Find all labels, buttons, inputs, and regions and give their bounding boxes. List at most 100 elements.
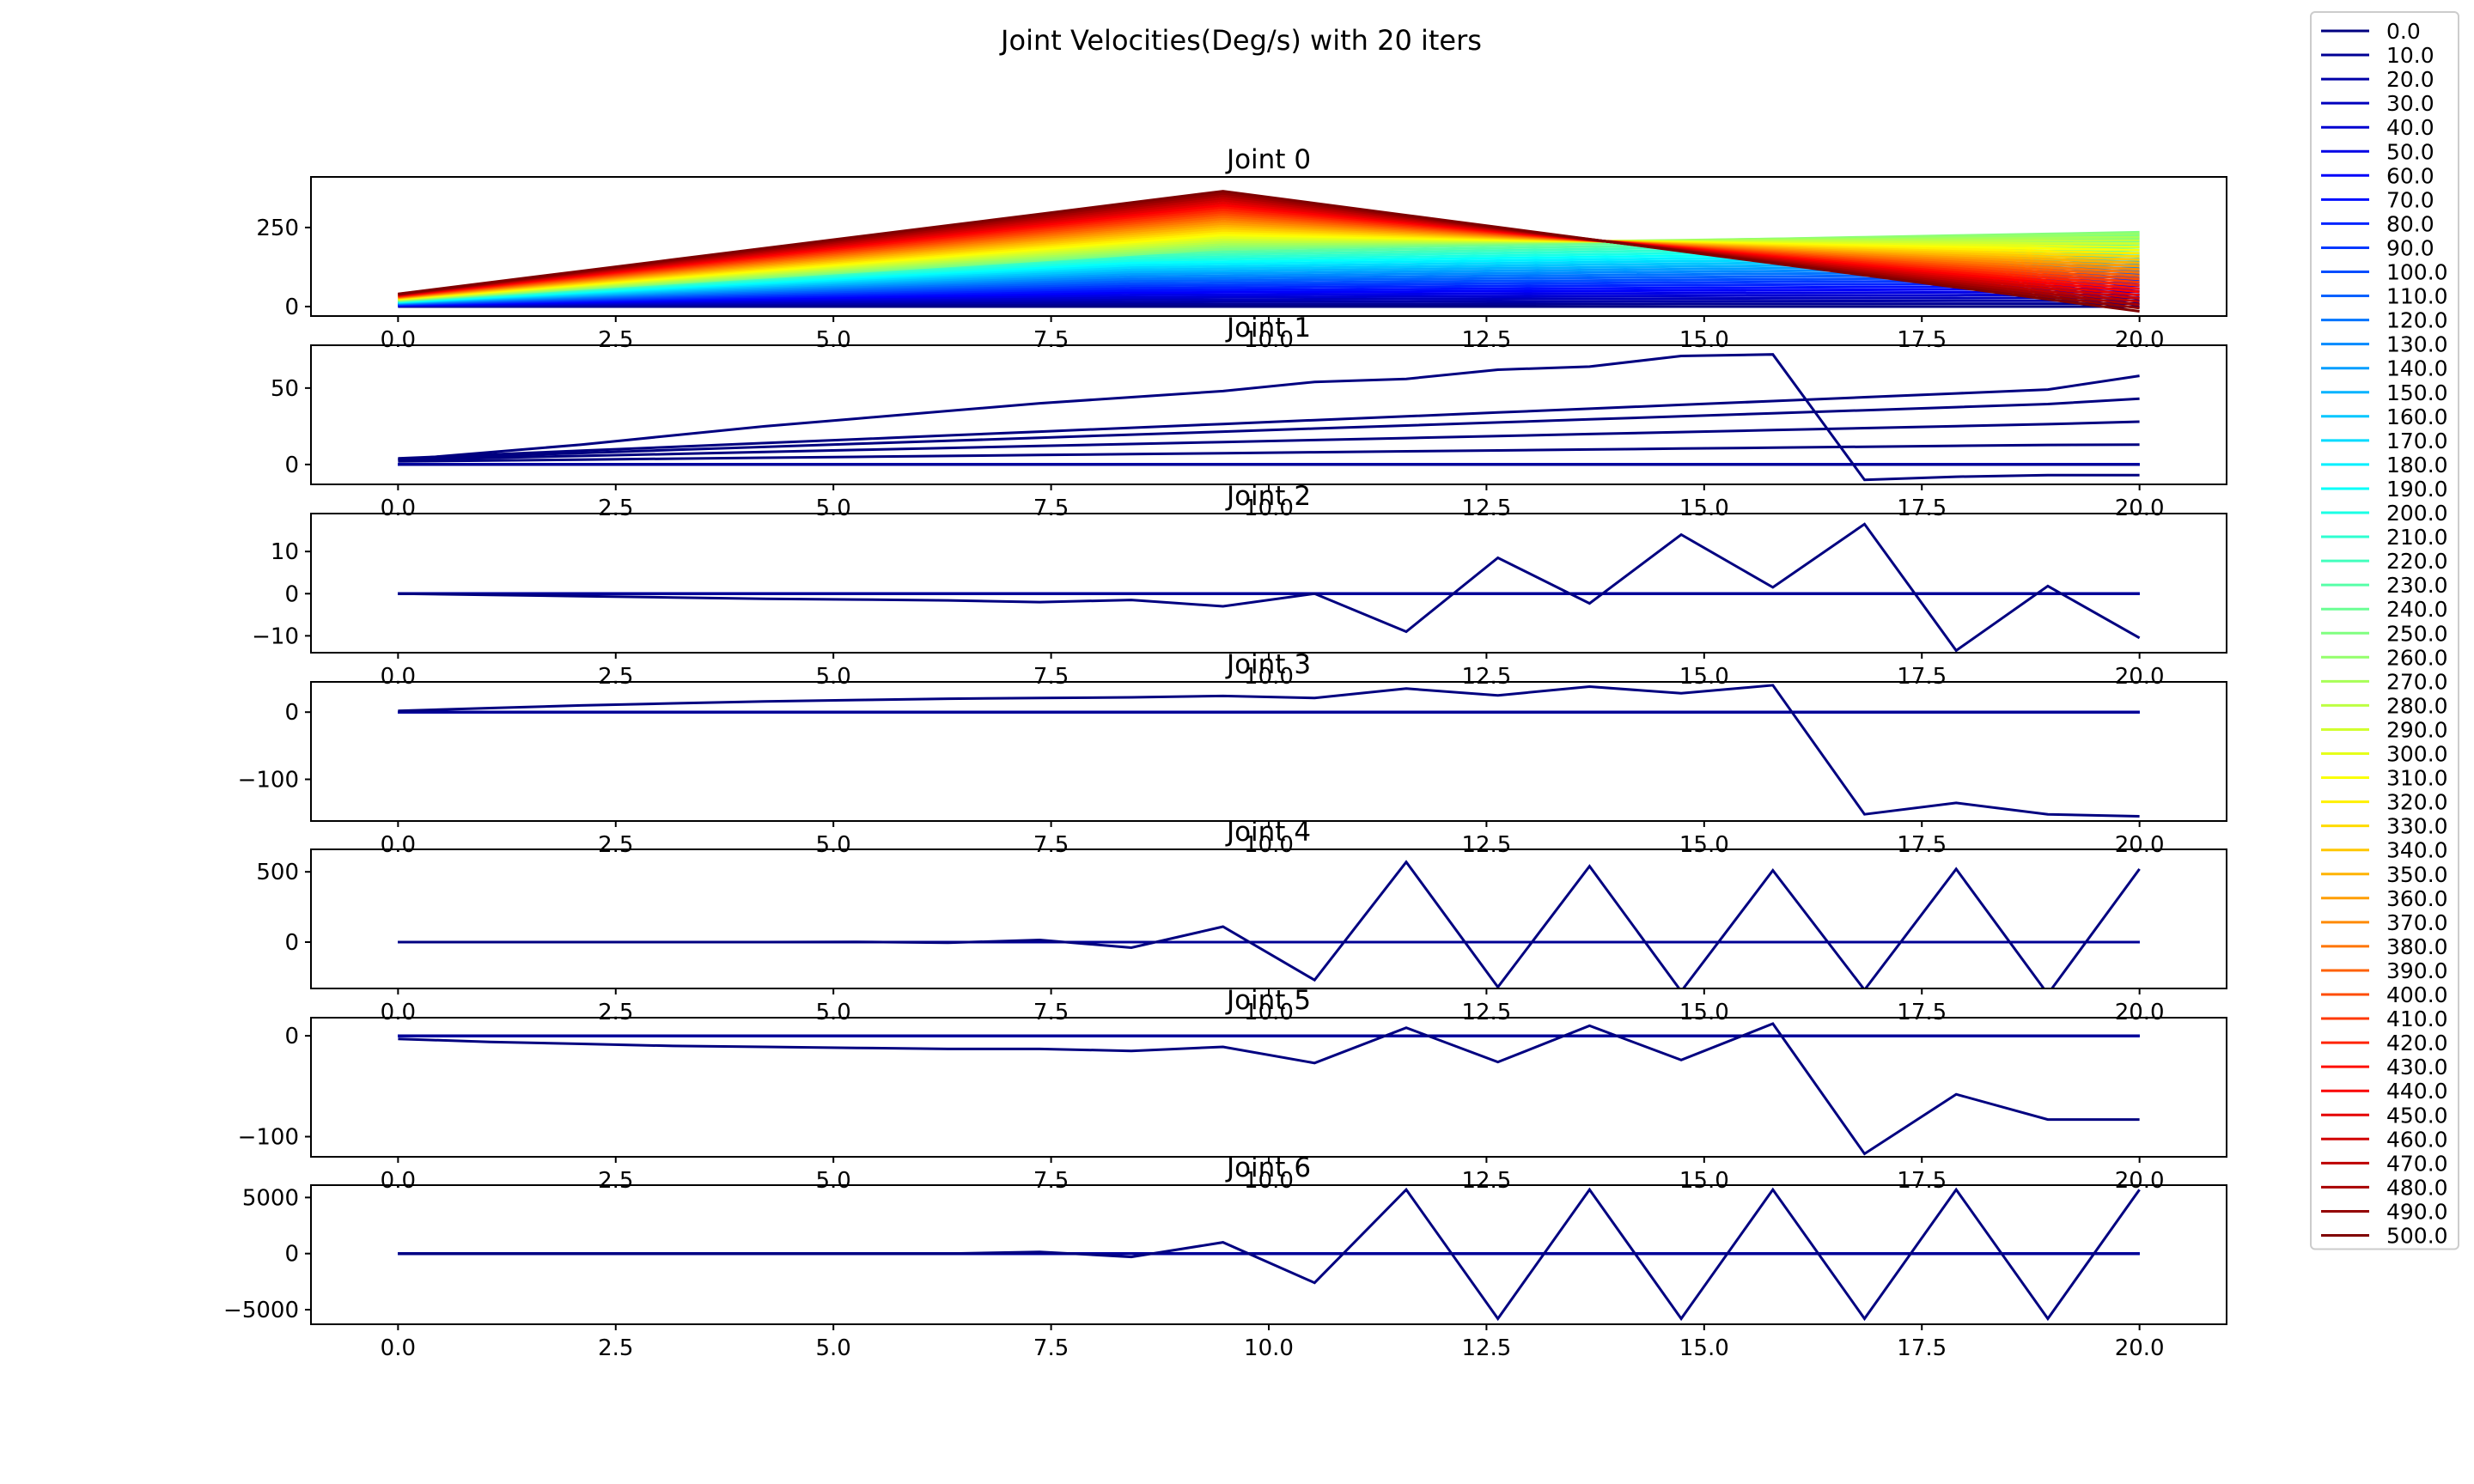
legend-item: 320.0 — [2321, 790, 2448, 815]
legend-label: 70.0 — [2386, 187, 2434, 212]
x-tick-label: 5.0 — [816, 832, 851, 858]
legend-label: 0.0 — [2386, 19, 2421, 44]
legend-label: 130.0 — [2386, 332, 2448, 357]
y-tick-label: 250 — [256, 216, 299, 241]
legend-item: 190.0 — [2321, 477, 2448, 502]
x-tick-label: 15.0 — [1679, 1168, 1729, 1194]
x-tick-label: 17.5 — [1897, 1168, 1947, 1194]
legend-label: 360.0 — [2386, 886, 2448, 911]
series-line — [398, 353, 2140, 482]
x-tick-label: 7.5 — [1033, 1168, 1069, 1194]
legend-label: 140.0 — [2386, 356, 2448, 381]
legend-item: 350.0 — [2321, 862, 2448, 887]
legend-label: 300.0 — [2386, 742, 2448, 767]
x-tick-label: 20.0 — [2115, 327, 2165, 353]
x-tick-label: 5.0 — [816, 496, 851, 521]
legend-label: 190.0 — [2386, 477, 2448, 502]
legend-label: 410.0 — [2386, 1007, 2448, 1031]
y-tick-label: −10 — [252, 623, 299, 649]
x-tick-label: 2.5 — [598, 327, 633, 353]
legend-item: 390.0 — [2321, 958, 2448, 983]
series-line — [398, 1022, 2140, 1156]
x-tick-label: 10.0 — [1244, 1335, 1294, 1361]
x-tick-label: 17.5 — [1897, 327, 1947, 353]
x-tick-label: 0.0 — [381, 1335, 416, 1361]
legend-item: 340.0 — [2321, 838, 2448, 863]
y-tick-label: 10 — [271, 539, 299, 565]
legend-label: 470.0 — [2386, 1151, 2448, 1176]
x-tick-label: 15.0 — [1679, 327, 1729, 353]
subplot-title: Joint 1 — [1225, 313, 1311, 344]
x-tick-label: 5.0 — [816, 1335, 851, 1361]
legend-item: 280.0 — [2321, 693, 2448, 718]
x-tick-label: 0.0 — [381, 832, 416, 858]
subplot-title: Joint 0 — [1225, 144, 1311, 175]
legend-item: 260.0 — [2321, 645, 2448, 670]
legend-item: 290.0 — [2321, 717, 2448, 742]
legend-label: 330.0 — [2386, 814, 2448, 839]
legend-label: 50.0 — [2386, 139, 2434, 164]
legend-item: 490.0 — [2321, 1199, 2448, 1224]
x-tick-label: 2.5 — [598, 1168, 633, 1194]
legend-item: 130.0 — [2321, 332, 2448, 357]
legend-item: 60.0 — [2321, 163, 2434, 188]
x-tick-label: 5.0 — [816, 664, 851, 690]
series-group — [398, 684, 2140, 818]
y-tick-label: 0 — [284, 930, 299, 956]
series-line — [398, 397, 2140, 461]
legend-label: 490.0 — [2386, 1199, 2448, 1224]
legend-item: 160.0 — [2321, 404, 2448, 429]
x-tick-label: 20.0 — [2115, 1168, 2165, 1194]
legend-label: 160.0 — [2386, 404, 2448, 429]
subplot-title: Joint 6 — [1225, 1153, 1311, 1183]
legend-label: 170.0 — [2386, 429, 2448, 453]
series-line — [398, 420, 2140, 461]
x-tick-label: 2.5 — [598, 832, 633, 858]
legend-item: 10.0 — [2321, 43, 2434, 68]
y-tick-label: 0 — [284, 453, 299, 478]
legend-item: 310.0 — [2321, 766, 2448, 791]
x-tick-label: 2.5 — [598, 664, 633, 690]
legend-item: 180.0 — [2321, 453, 2448, 477]
legend-label: 200.0 — [2386, 501, 2448, 526]
x-tick-label: 10.0 — [1244, 1168, 1294, 1194]
y-tick-label: 500 — [256, 860, 299, 885]
legend-item: 420.0 — [2321, 1031, 2448, 1055]
series-line — [398, 522, 2141, 653]
x-tick-label: 7.5 — [1033, 664, 1069, 690]
legend-label: 230.0 — [2386, 573, 2448, 598]
legend-label: 60.0 — [2386, 163, 2434, 188]
legend-item: 250.0 — [2321, 621, 2448, 646]
legend-label: 150.0 — [2386, 380, 2448, 405]
legend-item: 120.0 — [2321, 308, 2448, 333]
subplot-joint-2: 10 0 −10 0.0 2.5 5.0 7.5 10.0 12.5 15.0 17.5 20.0 Jo… — [252, 481, 2227, 690]
legend-item: 0.0 — [2321, 19, 2421, 44]
legend-item: 30.0 — [2321, 91, 2434, 116]
legend-label: 370.0 — [2386, 910, 2448, 935]
series-group — [398, 353, 2140, 482]
legend-label: 390.0 — [2386, 958, 2448, 983]
legend-item: 360.0 — [2321, 886, 2448, 911]
x-tick-label: 0.0 — [381, 1168, 416, 1194]
legend-label: 30.0 — [2386, 91, 2434, 116]
legend-item: 240.0 — [2321, 597, 2448, 622]
legend-label: 340.0 — [2386, 838, 2448, 863]
x-tick-label: 2.5 — [598, 1000, 633, 1025]
x-tick-label: 2.5 — [598, 496, 633, 521]
series-line — [398, 374, 2140, 460]
y-tick-label: 0 — [284, 581, 299, 607]
x-tick-label: 7.5 — [1033, 327, 1069, 353]
legend-item: 100.0 — [2321, 260, 2448, 285]
legend-item: 500.0 — [2321, 1224, 2448, 1249]
legend-label: 240.0 — [2386, 597, 2448, 622]
y-tick-label: −100 — [238, 767, 299, 793]
legend-label: 110.0 — [2386, 284, 2448, 309]
legend-label: 40.0 — [2386, 115, 2434, 140]
series-line — [398, 684, 2140, 818]
x-tick-label: 10.0 — [1244, 664, 1294, 690]
x-tick-label: 17.5 — [1897, 1000, 1947, 1025]
subplot-joint-3: 0 −100 0.0 2.5 5.0 7.5 10.0 12.5 15.0 17.5 20.0 Joi… — [238, 649, 2227, 858]
subplot-title: Joint 3 — [1225, 649, 1311, 680]
legend-item: 220.0 — [2321, 549, 2448, 574]
x-tick-label: 0.0 — [381, 664, 416, 690]
